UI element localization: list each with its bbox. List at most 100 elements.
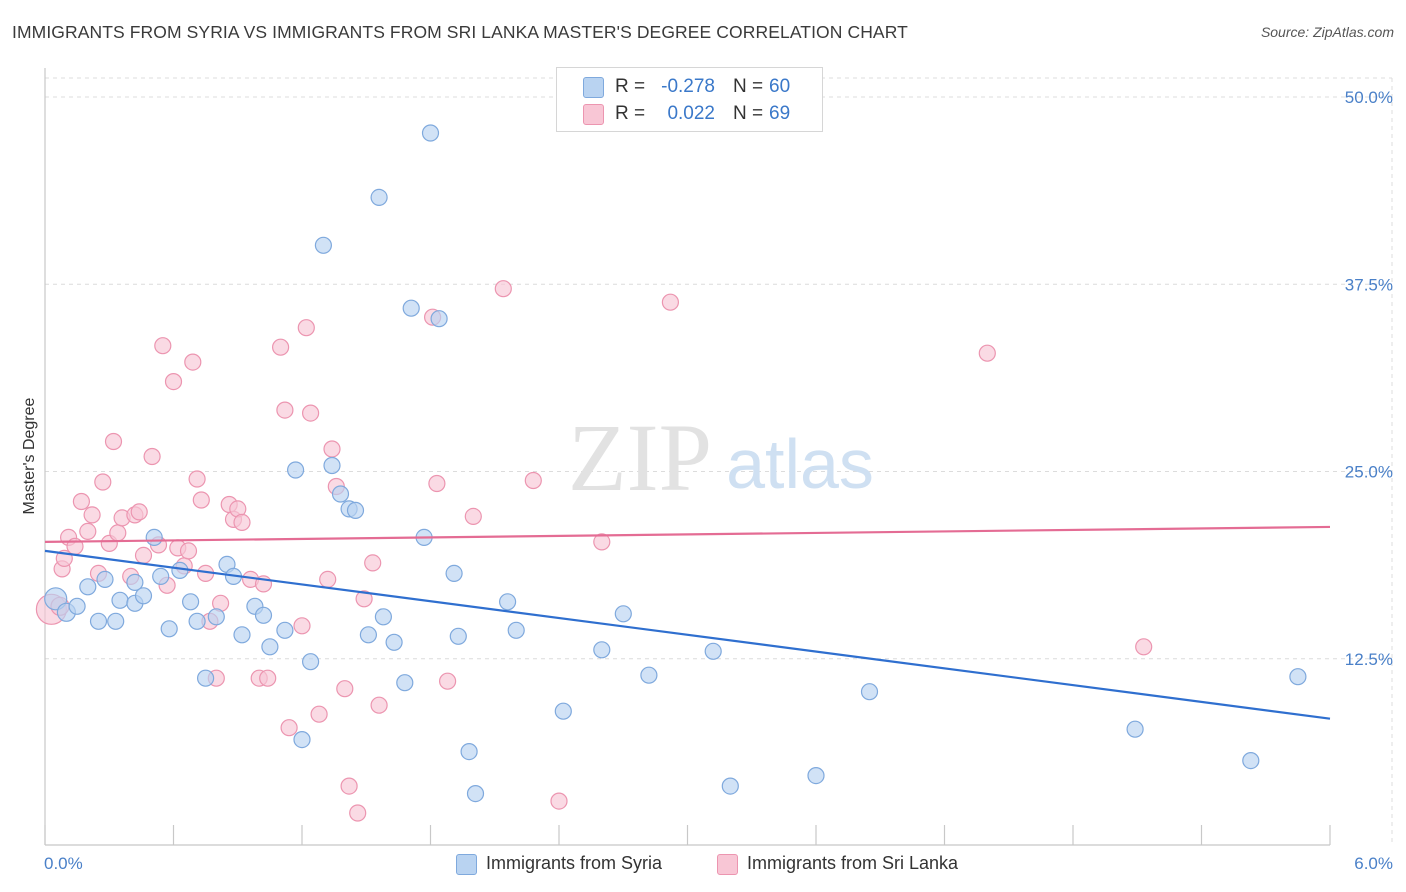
srilanka-point — [184, 353, 202, 371]
r-label: R = — [615, 103, 646, 124]
srilanka-point — [661, 293, 680, 311]
syria-point — [207, 608, 225, 626]
srilanka-point — [134, 546, 153, 565]
srilanka-legend-swatch — [717, 854, 738, 875]
srilanka-point — [370, 696, 388, 714]
syria-point — [704, 642, 722, 660]
syria-point — [640, 666, 658, 684]
srilanka-point — [192, 491, 210, 509]
srilanka-point — [109, 524, 127, 542]
x-tick-label-min: 0.0% — [44, 854, 83, 873]
srilanka-point — [349, 804, 367, 822]
srilanka-point — [1135, 638, 1153, 656]
srilanka-point — [72, 492, 91, 511]
r-label: R = — [615, 76, 646, 97]
syria-swatch — [583, 77, 604, 98]
srilanka-point — [340, 777, 358, 795]
syria-point — [107, 612, 125, 630]
srilanka-point — [364, 554, 382, 572]
n-value: 60 — [769, 76, 791, 97]
srilanka-point — [259, 669, 277, 687]
srilanka-point — [336, 680, 354, 698]
syria-point — [276, 621, 294, 639]
syria-point — [466, 784, 485, 803]
syria-point — [593, 641, 611, 659]
watermark: ZIP atlas — [568, 404, 874, 511]
syria-point — [111, 591, 129, 609]
srilanka-point — [164, 373, 183, 391]
syria-point — [287, 461, 305, 479]
srilanka-point — [130, 503, 148, 521]
syria-point — [197, 669, 215, 687]
syria-point — [261, 638, 279, 656]
syria-legend-label: Immigrants from Syria — [486, 853, 663, 873]
syria-point — [79, 578, 97, 596]
srilanka-point — [233, 513, 251, 532]
syria-point — [721, 777, 739, 795]
srilanka-legend-label: Immigrants from Sri Lanka — [747, 853, 959, 873]
srilanka-point — [494, 280, 512, 298]
syria-point — [1289, 668, 1307, 686]
axes — [44, 68, 1331, 846]
srilanka-swatch — [583, 104, 604, 125]
srilanka-point — [293, 617, 311, 635]
syria-point — [421, 124, 440, 142]
n-label: N = — [733, 103, 764, 124]
srilanka-point — [276, 401, 294, 419]
syria-point — [807, 766, 825, 785]
syria-point — [359, 626, 377, 644]
syria-point — [445, 564, 463, 583]
srilanka-point — [524, 471, 542, 490]
srilanka-point — [323, 440, 341, 458]
srilanka-point — [272, 338, 290, 356]
x-tick-labels: 0.0% 6.0% — [44, 854, 1393, 873]
srilanka-point — [104, 432, 123, 451]
trend-lines — [44, 525, 1331, 720]
srilanka-point — [83, 506, 101, 524]
syria-trend-line — [44, 549, 1331, 720]
stats-row-srilanka: R = 0.022 N = 69 — [557, 100, 822, 128]
syria-point — [1242, 751, 1260, 770]
y-tick-label: 37.5% — [1345, 275, 1393, 294]
syria-point — [126, 573, 144, 592]
syria-point — [499, 593, 517, 611]
y-tick-label: 50.0% — [1345, 88, 1393, 107]
syria-point — [460, 742, 478, 761]
x-tick-label-max: 6.0% — [1354, 854, 1393, 873]
stats-row-syria: R = -0.278 N = 60 — [557, 73, 822, 101]
syria-point — [233, 626, 251, 644]
syria-point — [160, 620, 178, 638]
syria-point — [374, 608, 392, 626]
source-note: Source: ZipAtlas.com — [1260, 24, 1394, 40]
srilanka-point — [978, 344, 996, 362]
y-axis-label: Master's Degree — [21, 397, 38, 514]
srilanka-point — [593, 533, 611, 551]
syria-point — [331, 485, 350, 503]
syria-point — [254, 606, 273, 624]
syria-point — [385, 633, 403, 651]
srilanka-point — [280, 719, 298, 737]
syria-point — [171, 561, 189, 580]
srilanka-point — [188, 470, 206, 488]
srilanka-point — [355, 590, 373, 608]
syria-point — [323, 456, 341, 475]
y-tick-labels: 12.5% 25.0% 37.5% 50.0% — [1345, 88, 1393, 669]
syria-legend-swatch — [456, 854, 477, 875]
syria-point — [402, 299, 420, 317]
syria-point — [293, 730, 311, 749]
syria-point — [68, 597, 86, 615]
series-syria-points — [44, 124, 1307, 803]
syria-point — [507, 621, 525, 639]
watermark-atlas: atlas — [726, 425, 874, 503]
srilanka-trend-line — [44, 525, 1331, 544]
r-value: 0.022 — [667, 103, 715, 124]
srilanka-point — [179, 542, 198, 560]
srilanka-point — [302, 404, 320, 422]
srilanka-point — [319, 570, 337, 589]
syria-point — [396, 674, 414, 692]
syria-point — [554, 702, 572, 720]
syria-point — [152, 567, 170, 586]
syria-point — [860, 683, 879, 701]
syria-point — [430, 310, 448, 328]
